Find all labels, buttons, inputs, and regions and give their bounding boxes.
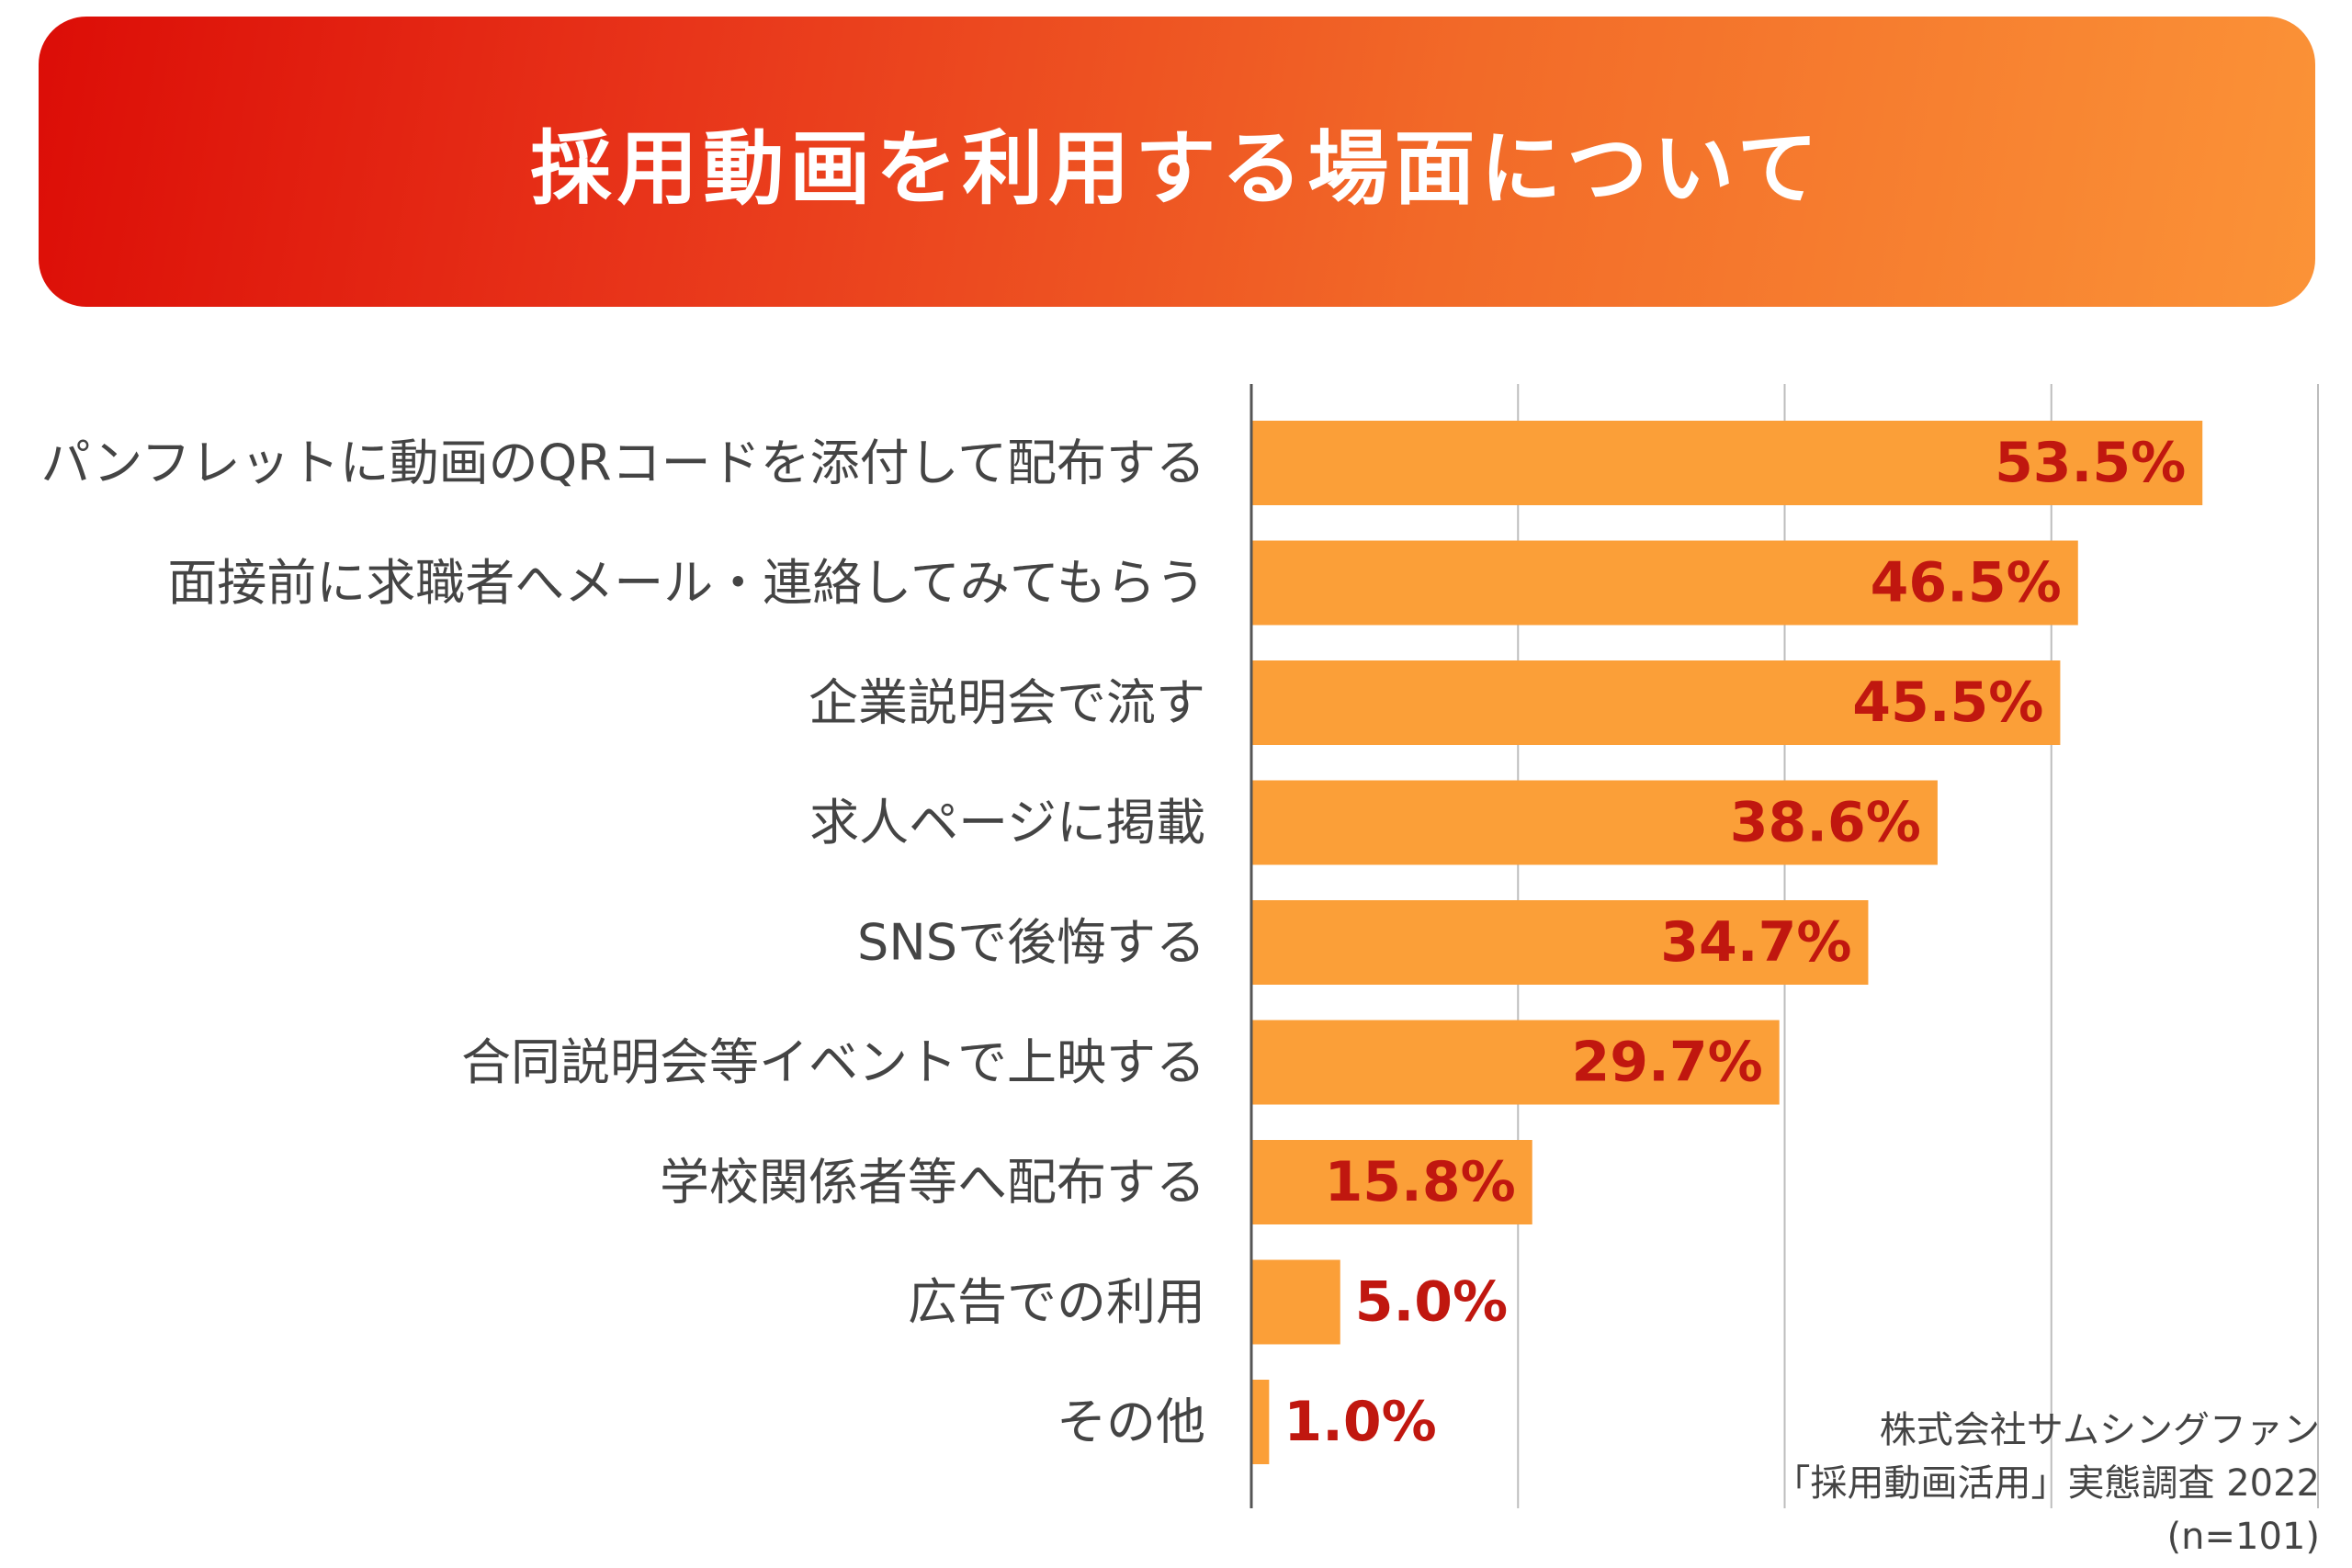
source-sample-size: (n=101) — [2166, 1516, 2320, 1558]
value-label-8: 1.0% — [1283, 1390, 1436, 1454]
value-label-6: 15.8% — [1325, 1150, 1516, 1214]
bar-7 — [1251, 1259, 1340, 1345]
value-label-1: 46.5% — [1871, 551, 2062, 615]
bar-8 — [1251, 1380, 1270, 1464]
category-label-1: 面接前に求職者へメール・連絡してみてもらう — [167, 554, 1205, 612]
bar-4 — [1251, 900, 1869, 985]
bar-2 — [1251, 660, 2061, 745]
value-label-0: 53.5% — [1995, 431, 2186, 495]
category-label-6: 学校関係者等へ配布する — [660, 1154, 1205, 1212]
source-note: 株式会社サムシングファン 「採用動画活用」実態調査 2022 (n=101) — [1773, 1404, 2320, 1563]
bar-5 — [1251, 1020, 1780, 1105]
category-label-3: 求人ページに掲載 — [809, 794, 1205, 852]
chart-title: 採用動画を利用する場面について — [530, 120, 1824, 216]
category-label-8: その他 — [1057, 1393, 1205, 1451]
value-label-2: 45.5% — [1852, 671, 2043, 735]
bar-0 — [1251, 421, 2203, 505]
bar-6 — [1251, 1140, 1532, 1224]
title-banner: 採用動画を利用する場面について — [39, 17, 2315, 307]
value-label-3: 38.6% — [1730, 791, 1921, 855]
bar-1 — [1251, 540, 2078, 626]
category-label-2: 企業説明会で流す — [808, 674, 1205, 732]
value-label-5: 29.7% — [1572, 1031, 1763, 1095]
category-label-0: パンフレットに動画のQRコードを添付して配布する — [41, 434, 1205, 492]
category-label-4: SNSで後悔する — [857, 914, 1205, 972]
source-company: 株式会社サムシングファン — [1879, 1409, 2320, 1451]
category-label-7: 広告での利用 — [908, 1273, 1205, 1331]
category-label-5: 合同説明会等イベントで上映する — [461, 1033, 1205, 1091]
bar-3 — [1251, 780, 1938, 865]
value-label-4: 34.7% — [1660, 910, 1851, 975]
value-label-7: 5.0% — [1355, 1270, 1508, 1335]
source-survey: 「採用動画活用」実態調査 2022 — [1773, 1462, 2320, 1505]
